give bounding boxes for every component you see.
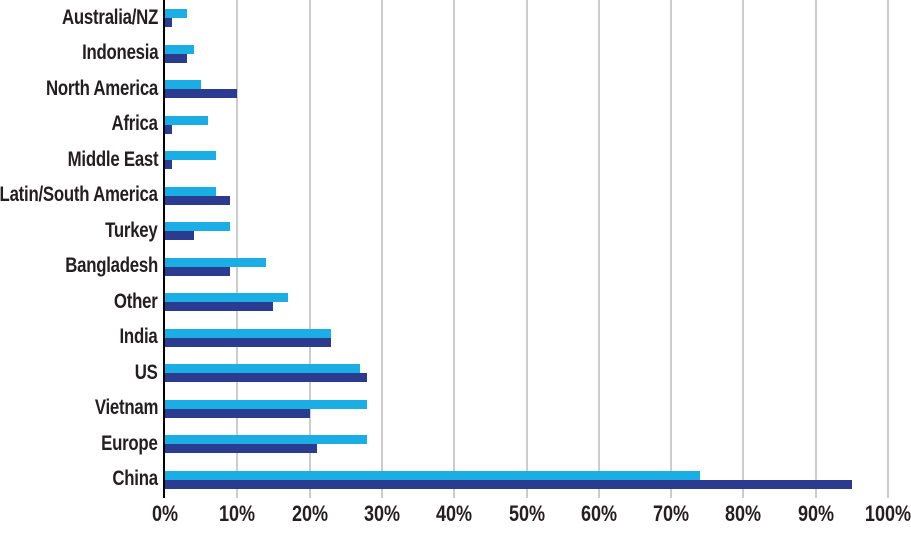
category-label-text: Latin/South America (0, 183, 158, 207)
bar-light-blue-series (165, 435, 368, 445)
x-tick-label: 100% (864, 501, 911, 526)
bar-dark-blue-series (165, 53, 187, 63)
category-label-text: Middle East (67, 147, 158, 171)
category-label-text: Turkey (105, 218, 159, 242)
category-label-text: Africa (111, 112, 158, 136)
x-tick-label: 20% (291, 501, 328, 526)
x-tick-label: 90% (797, 501, 834, 526)
bar-dark-blue-series (165, 160, 173, 170)
bar-dark-blue-series (165, 18, 173, 28)
category-label: Latin/South America (0, 178, 158, 214)
category-label: Indonesia (0, 36, 159, 72)
category-label-text: China (112, 467, 159, 491)
x-tick-label: 40% (436, 501, 473, 526)
category-label-text: India (119, 325, 158, 349)
x-tick-label: 60% (580, 501, 617, 526)
bar-dark-blue-series (165, 373, 368, 383)
category-label: Australia/NZ (0, 0, 158, 36)
category-label: US (0, 355, 158, 391)
category-label-text: Bangladesh (65, 254, 158, 278)
bar-dark-blue-series (165, 337, 332, 347)
bar-dark-blue-series (165, 444, 317, 454)
category-label: Middle East (0, 142, 158, 178)
bar-light-blue-series (165, 293, 288, 303)
bar-light-blue-series (165, 399, 368, 409)
category-label: Vietnam (0, 391, 159, 427)
bar-dark-blue-series (165, 231, 194, 241)
gridline (742, 0, 745, 498)
y-axis-line (163, 0, 165, 498)
gridline (670, 0, 673, 498)
plot-area (163, 0, 889, 498)
bar-light-blue-series (165, 9, 187, 19)
gridline (887, 0, 889, 498)
category-label-text: Indonesia (81, 41, 159, 65)
gridline (525, 0, 528, 498)
bar-dark-blue-series (165, 124, 173, 134)
x-axis-tick-labels: 0% 10% 20% 30% 40% 50% 60% 70% 80% 90% 100% (152, 501, 911, 534)
x-tick-label: 10% (219, 501, 256, 526)
bar-light-blue-series (165, 115, 209, 125)
x-tick-label: 80% (725, 501, 762, 526)
bar-dark-blue-series (165, 195, 231, 205)
category-label: Bangladesh (0, 249, 158, 285)
category-label: Africa (0, 107, 158, 143)
x-tick-label: 50% (508, 501, 545, 526)
category-label: Turkey (0, 213, 159, 249)
category-label-text: Australia/NZ (61, 5, 158, 29)
category-label: India (0, 320, 158, 356)
bar-light-blue-series (165, 44, 194, 54)
category-label: Other (0, 284, 158, 320)
gridline (236, 0, 239, 498)
gridline (453, 0, 456, 498)
bar-dark-blue-series (165, 408, 310, 418)
bar-light-blue-series (165, 364, 361, 374)
bar-dark-blue-series (165, 89, 238, 99)
bar-light-blue-series (165, 257, 267, 267)
category-label: North America (0, 71, 158, 107)
category-labels-column: Australia/NZ Indonesia North America Africa… (0, 0, 158, 497)
x-tick-label: 70% (653, 501, 690, 526)
bar-light-blue-series (165, 80, 202, 90)
gridline (597, 0, 600, 498)
bar-light-blue-series (165, 222, 231, 232)
x-tick-label: 0% (151, 501, 179, 526)
bar-dark-blue-series (165, 302, 274, 312)
category-label-text: Vietnam (94, 396, 159, 420)
category-label: China (0, 462, 159, 498)
category-label-text: North America (45, 76, 158, 100)
bar-light-blue-series (165, 186, 216, 196)
bar-light-blue-series (165, 328, 332, 338)
bar-light-blue-series (165, 470, 701, 480)
gridline (380, 0, 383, 498)
category-label-text: US (135, 360, 158, 384)
gridline (308, 0, 311, 498)
bar-light-blue-series (165, 151, 216, 161)
bar-dark-blue-series (165, 479, 852, 489)
gridline (814, 0, 817, 498)
x-tick-label: 30% (363, 501, 400, 526)
bar-dark-blue-series (165, 266, 231, 276)
category-label-text: Other (114, 289, 158, 313)
category-label: Europe (0, 426, 159, 462)
category-label-text: Europe (101, 431, 159, 455)
